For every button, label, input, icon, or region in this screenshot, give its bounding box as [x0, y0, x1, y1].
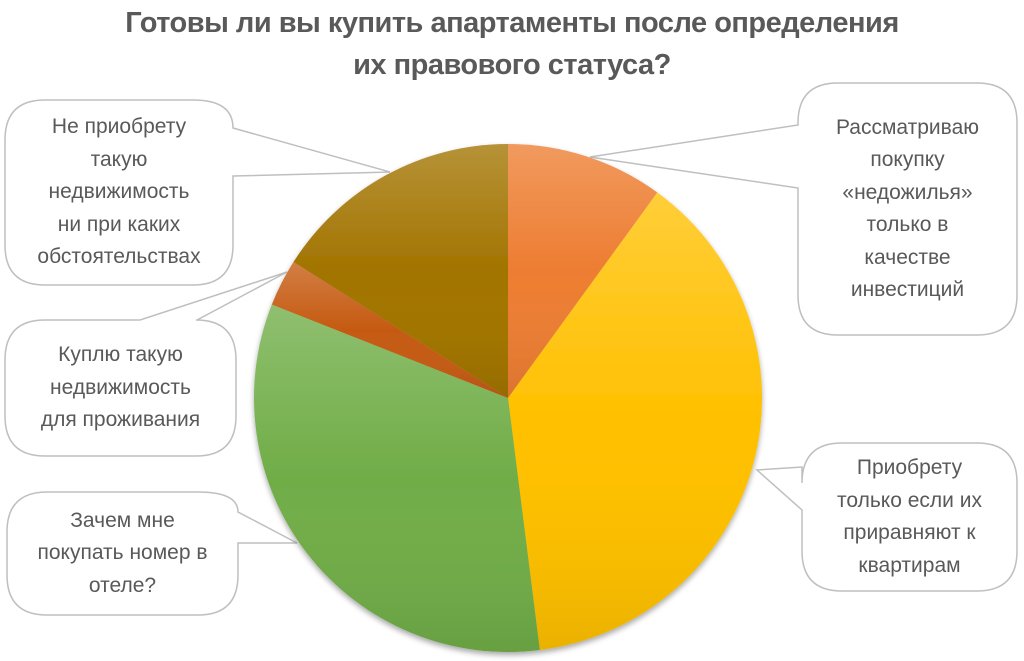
callout-bubble-live: [4, 271, 288, 457]
callout-line: ни при каких: [57, 212, 181, 236]
callout-text-block: Приобрету только если их приравняют к кварт…: [837, 452, 982, 582]
pie-slice-shading: [508, 192, 763, 650]
callout-line: Не приобрету: [51, 115, 187, 139]
pie-slice-shading: [271, 261, 508, 398]
callout-line: квартирам: [858, 553, 961, 577]
pie-slice-shading: [254, 304, 540, 653]
callout-label-only-if-apartments: Приобрету только если их приравняют к кварт…: [802, 443, 1017, 591]
callout-bubble-invest: [589, 82, 1018, 336]
callout-line: инвестиций: [850, 278, 965, 301]
callout-line: «недожилья»: [842, 180, 973, 204]
callout-line: покупать номер в: [37, 541, 208, 565]
callout-text-block: Куплю такую недвижимость для проживания: [41, 339, 200, 437]
pie-slice-shading: [508, 144, 658, 398]
callout-line: для проживания: [40, 408, 201, 432]
callout-line: отеле?: [88, 573, 157, 597]
callout-label-invest: Рассматриваю покупку «недожилья» только в ка…: [798, 83, 1017, 335]
callout-bubble-only-if-apartments: [755, 442, 1018, 592]
callout-line: Приобрету: [856, 456, 963, 479]
callout-text-block: Не приобрету такую недвижимость ни при каки…: [37, 111, 200, 274]
pie-slices: [254, 143, 763, 653]
callout-line: Зачем мне: [70, 508, 175, 532]
callout-line: Рассматриваю: [835, 115, 980, 139]
callout-line: недвижимость: [50, 375, 191, 399]
chart-title: Готовы ли вы купить апартаменты после оп…: [0, 2, 1024, 86]
chart-title-line-2: их правового статуса?: [353, 49, 671, 81]
callout-line: только в: [866, 213, 949, 236]
callout-text-block: Зачем мне покупать номер в отеле?: [37, 505, 207, 603]
callout-line: покупку: [870, 148, 945, 171]
callout-line: недвижимость: [48, 180, 190, 204]
callout-label-live: Куплю такую недвижимость для проживания: [5, 320, 236, 456]
callout-bubble-hotel-room: [6, 491, 298, 616]
callout-line: качестве: [864, 245, 951, 269]
chart-title-line-1: Готовы ли вы купить апартаменты после оп…: [125, 7, 899, 39]
callout-text-block: Рассматриваю покупку «недожилья» только в ка…: [836, 112, 979, 307]
callout-line: приравняют к: [843, 521, 976, 544]
callouts-layer: [4, 82, 1018, 616]
callout-line: такую: [90, 147, 148, 171]
callout-line: Куплю такую: [58, 343, 183, 367]
callout-line: только если их: [837, 488, 982, 512]
pie-slice-shading: [293, 143, 508, 398]
callout-line: обстоятельствах: [37, 245, 201, 269]
callout-label-never: Не приобрету такую недвижимость ни при каки…: [5, 100, 233, 285]
callout-bubble-never: [4, 99, 391, 286]
callout-label-hotel-room: Зачем мне покупать номер в отеле?: [7, 492, 238, 615]
